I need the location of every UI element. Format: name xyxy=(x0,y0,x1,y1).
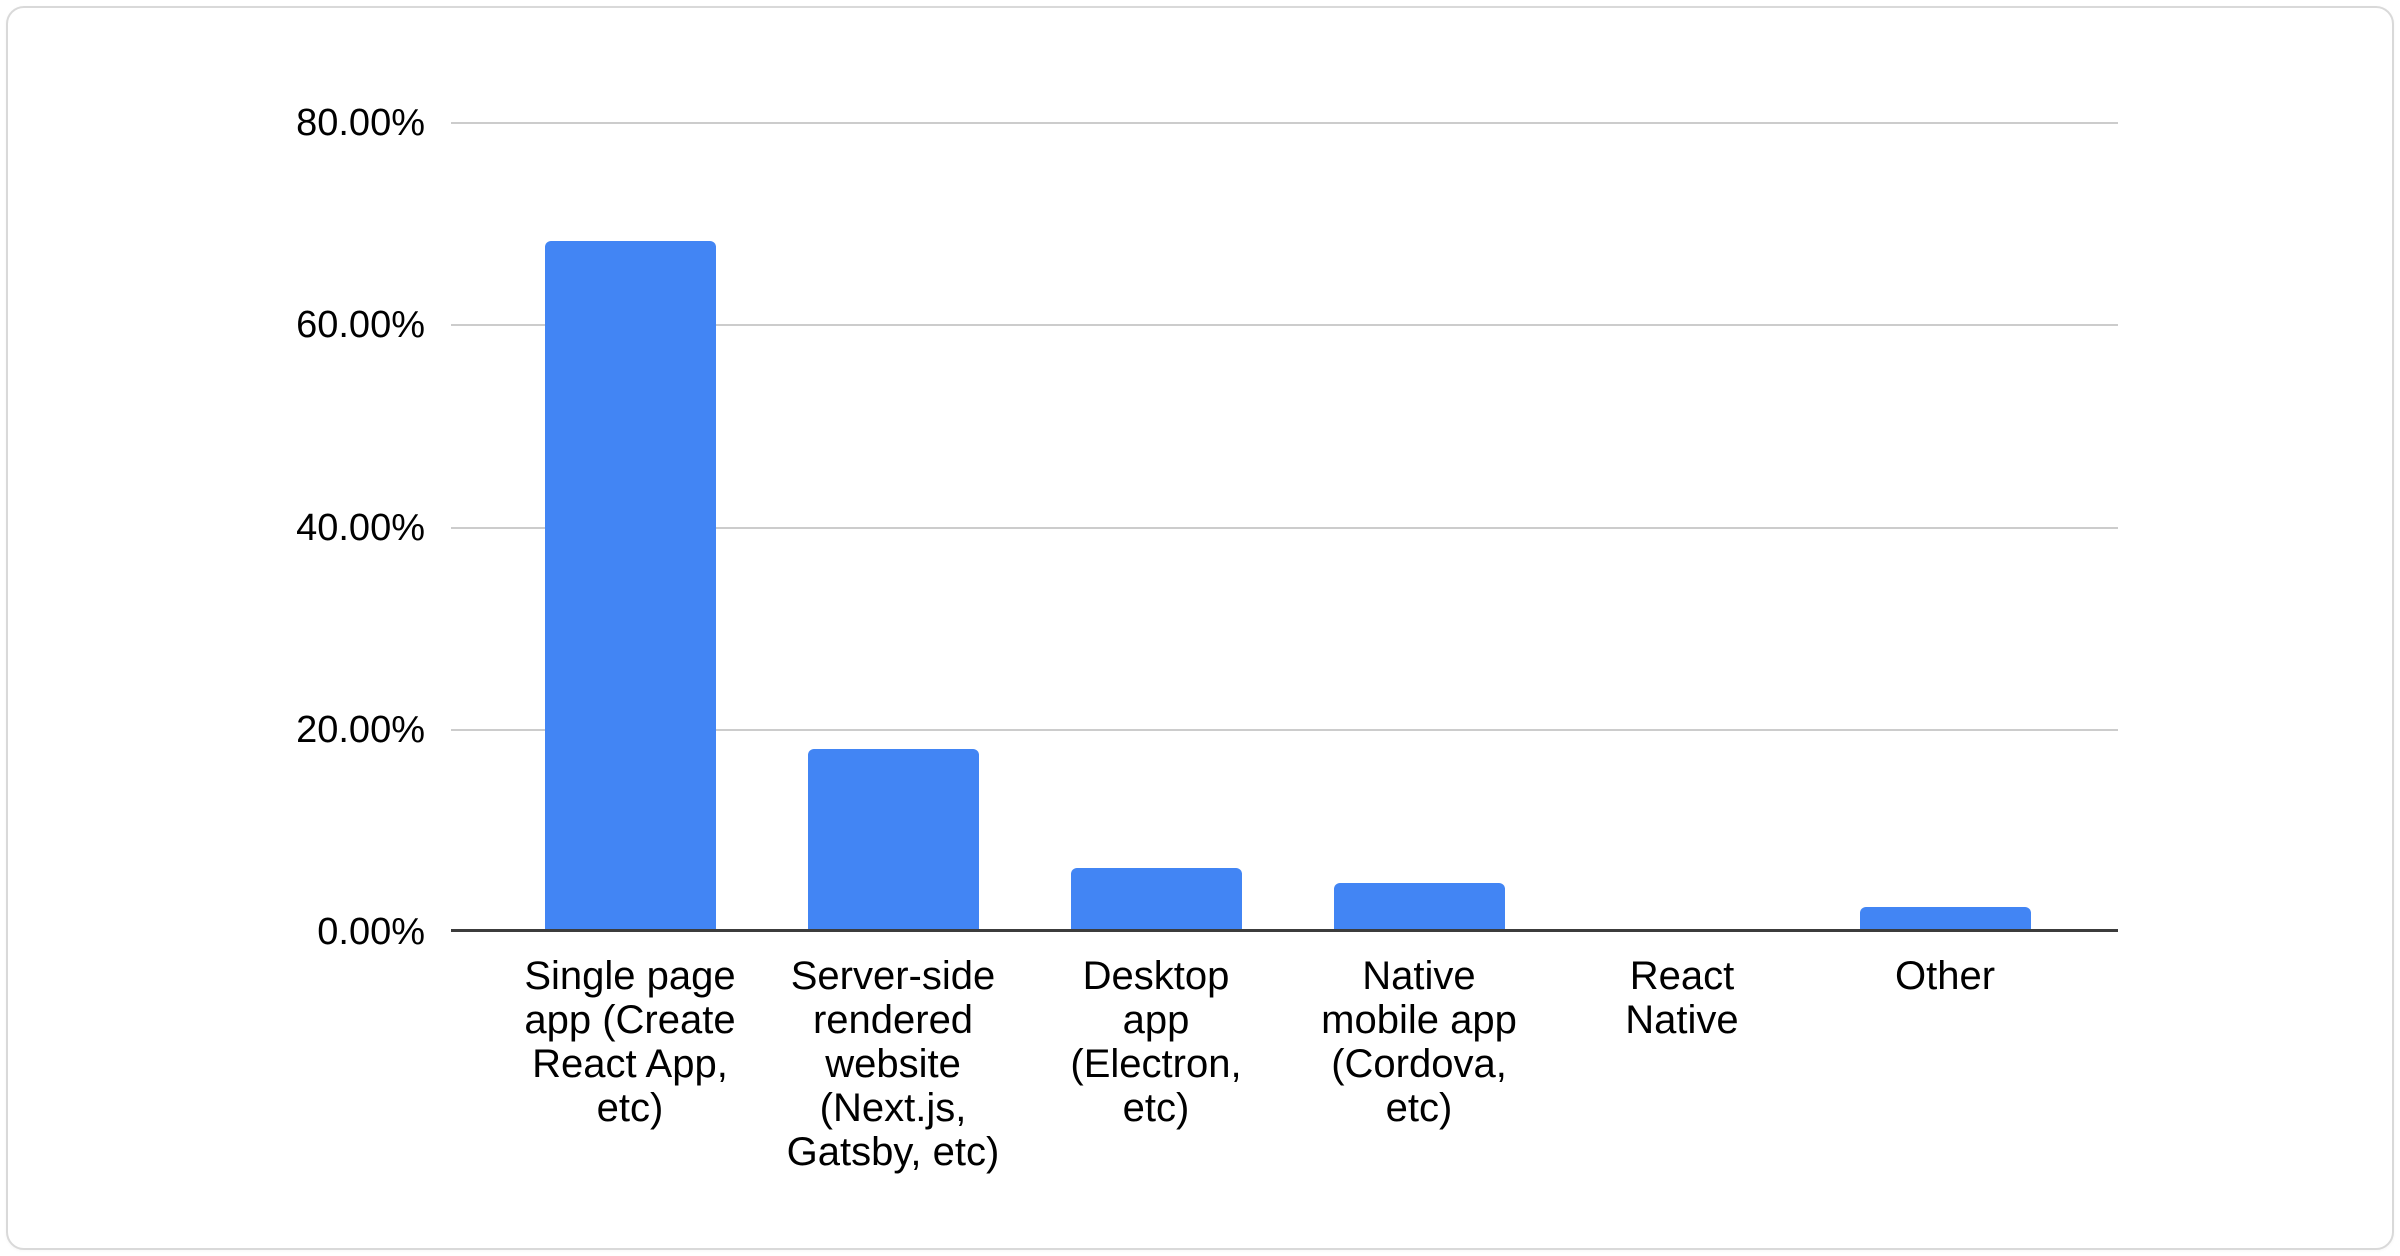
plot-area xyxy=(451,122,2118,932)
y-axis-tick-label: 60.00% xyxy=(296,304,425,347)
x-axis-label-4: React Native xyxy=(1625,954,1739,1042)
bar-2 xyxy=(1070,868,1242,932)
bar-1 xyxy=(807,748,979,932)
y-axis-tick-label: 80.00% xyxy=(296,102,425,144)
x-axis-label-2: Desktop app (Electron, etc) xyxy=(1070,954,1242,1130)
x-axis-label-1: Server-side rendered website (Next.js, G… xyxy=(786,954,1000,1174)
gridline-40 xyxy=(451,526,2118,529)
gridline-20 xyxy=(451,728,2118,731)
bar-3 xyxy=(1333,883,1505,932)
y-axis-tick-label: 20.00% xyxy=(296,708,425,751)
x-axis-label-3: Native mobile app (Cordova, etc) xyxy=(1321,954,1517,1130)
x-axis-label-0: Single page app (Create React App, etc) xyxy=(524,954,736,1130)
x-axis-label-5: Other xyxy=(1894,954,1996,998)
x-axis-line xyxy=(451,929,2118,932)
bar-0 xyxy=(544,241,716,932)
gridline-60 xyxy=(451,324,2118,327)
y-axis-tick-label: 0.00% xyxy=(317,911,425,953)
bar-5 xyxy=(1859,906,2031,932)
gridline-80 xyxy=(451,122,2118,124)
chart-card: 80.00% 60.00% 40.00% 20.00% 0.00% Single pag… xyxy=(6,6,2394,1250)
y-axis-tick-label: 40.00% xyxy=(296,506,425,549)
